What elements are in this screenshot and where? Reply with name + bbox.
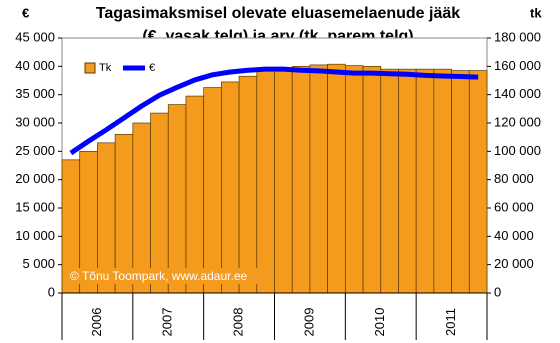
x-tick-label: 2007 <box>160 308 175 337</box>
y2-tick-label: 180 000 <box>494 29 541 44</box>
y2-axis-label: tk <box>530 5 542 20</box>
y-tick-label: 45 000 <box>15 29 55 44</box>
x-tick-label: 2011 <box>443 308 458 336</box>
x-tick-label: 2008 <box>231 308 246 337</box>
bar <box>433 68 452 294</box>
y2-tick-label: 60 000 <box>494 199 534 214</box>
y-tick-label: 30 000 <box>15 114 55 129</box>
bar <box>309 64 328 294</box>
bar <box>167 104 187 294</box>
bar <box>274 67 293 294</box>
bar <box>256 70 275 294</box>
bar <box>362 65 382 294</box>
bar <box>203 87 222 294</box>
annotation: © Tõnu Toompark, www.adaur.ee <box>70 269 247 283</box>
bar <box>451 70 470 294</box>
annotation-bg <box>66 268 260 284</box>
bar <box>468 70 488 294</box>
y2-tick-label: 20 000 <box>494 256 534 271</box>
bar <box>238 75 258 294</box>
x-tick-label: 2006 <box>89 308 104 337</box>
bar <box>415 68 435 294</box>
bar <box>398 68 417 294</box>
y-tick-label: 10 000 <box>15 228 55 243</box>
y-tick-label: 20 000 <box>15 171 55 186</box>
bar <box>132 122 151 294</box>
y2-tick-label: 0 <box>494 284 501 299</box>
y-tick-label: 35 000 <box>15 86 55 101</box>
chart-title: Tagasimaksmisel olevate eluasemelaenude … <box>96 5 460 22</box>
bar <box>380 68 399 294</box>
y-tick-label: 15 000 <box>15 199 55 214</box>
legend-swatch <box>84 62 96 74</box>
bar <box>150 112 169 294</box>
y2-tick-label: 160 000 <box>494 58 541 73</box>
y-tick-label: 0 <box>48 284 55 299</box>
x-tick-label: 2009 <box>301 308 316 337</box>
bar <box>344 65 364 294</box>
y-tick-label: 5 000 <box>22 256 55 271</box>
y2-tick-label: 80 000 <box>494 171 534 186</box>
x-tick-label: 2010 <box>372 308 387 337</box>
legend-label: € <box>149 62 155 74</box>
bar <box>291 65 311 294</box>
line <box>69 66 479 156</box>
y2-tick-label: 140 000 <box>494 86 541 101</box>
bar <box>221 81 240 294</box>
bar <box>327 63 346 294</box>
bar <box>185 95 205 294</box>
y2-tick-label: 100 000 <box>494 143 541 158</box>
y2-tick-label: 120 000 <box>494 114 541 129</box>
y-axis-label: € <box>22 5 29 20</box>
legend-label: Tk <box>99 62 112 74</box>
y-tick-label: 40 000 <box>15 58 55 73</box>
y-tick-label: 25 000 <box>15 143 55 158</box>
y2-tick-label: 40 000 <box>494 228 534 243</box>
